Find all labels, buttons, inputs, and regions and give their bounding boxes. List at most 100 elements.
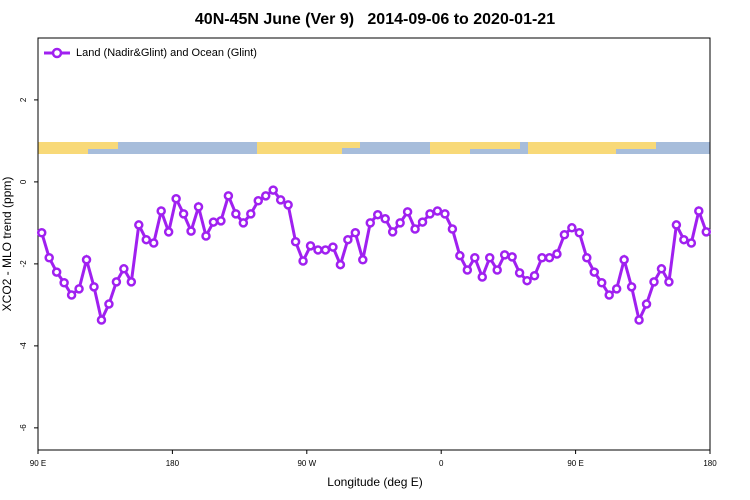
data-point [193,202,204,212]
x-tick-label: 90 E [30,459,46,468]
data-point [387,227,398,237]
data-point [484,252,495,263]
plot-frame [37,37,711,451]
data-point [694,206,704,216]
y-tick-label: -6 [19,424,28,432]
data-point [178,209,189,219]
data-point [246,209,256,219]
data-point [574,227,585,238]
y-tick-label: 0 [19,179,28,184]
data-point [36,227,47,238]
x-tick-label: 180 [166,459,180,468]
data-point [59,277,69,288]
data-point [417,217,428,227]
data-point [402,207,413,217]
data-point [163,227,174,237]
data-point [350,227,361,238]
data-point [201,231,211,241]
data-point [641,299,652,309]
data-point [492,265,502,275]
data-point [507,252,517,262]
data-point [477,272,488,282]
data-point [425,209,435,219]
data-point [701,227,712,237]
data-point [611,284,622,294]
data-point [298,256,308,266]
data-point [51,267,62,277]
y-tick-label: 2 [19,97,28,102]
data-point [432,206,443,216]
data-point [514,268,525,278]
data-point [626,282,637,292]
data-point [111,277,122,287]
data-point [410,224,420,234]
chart-title: 40N-45N June (Ver 9) 2014-09-06 to 2020-… [195,11,555,28]
data-point [328,242,338,252]
data-point [395,218,405,228]
data-point [134,220,144,230]
data-point [358,255,368,265]
y-tick-label: -2 [19,260,28,268]
data-point [544,252,555,263]
x-tick-label: 0 [439,459,444,468]
data-point [596,277,607,288]
data-point [335,259,346,270]
x-tick-label: 90 E [567,459,583,468]
data-point [290,236,301,247]
data-point [238,218,249,228]
data-point [604,290,614,300]
data-point [649,277,659,287]
data-point [44,252,54,263]
data-point [96,315,107,325]
data-point [447,224,458,234]
data-point [470,252,480,263]
data-point [89,282,99,292]
data-point [81,255,92,265]
x-tick-label: 180 [703,459,717,468]
data-point [552,249,562,259]
data-point [320,245,331,255]
y-tick-label: -4 [19,342,28,350]
data-point [126,277,137,287]
data-point [380,214,390,224]
data-point [275,195,286,205]
data-point [634,315,644,325]
data-point [104,299,114,309]
data-point [268,185,278,195]
data-point [589,267,600,277]
data-point [156,206,166,216]
legend-marker [51,47,63,59]
data-point [499,250,510,260]
y-axis-label: XCO2 - MLO trend (ppm) [0,177,14,312]
data-point [559,230,570,240]
data-point [365,218,376,228]
data-point [372,209,383,220]
data-point [529,271,540,281]
data-point [440,209,450,219]
series-line [40,187,708,325]
data-point [66,290,77,300]
data-point [74,284,84,294]
data-point [231,209,241,219]
data-point [664,277,674,287]
data-point [305,241,316,251]
data-point [141,234,152,245]
data-point [148,238,159,248]
data-point [619,255,629,265]
data-point [260,191,271,201]
x-tick-label: 90 W [297,459,316,468]
data-point [313,245,323,255]
data-point [208,217,219,227]
legend-label: Land (Nadir&Glint) and Ocean (Glint) [76,47,257,59]
data-point [537,252,547,263]
data-point [679,234,689,245]
data-point [686,238,697,248]
data-point [253,196,264,206]
data-point [455,250,465,261]
data-point [119,264,129,274]
data-point [462,265,473,275]
land-ocean-strip [38,142,710,154]
data-point [171,193,181,204]
data-point [567,223,577,233]
